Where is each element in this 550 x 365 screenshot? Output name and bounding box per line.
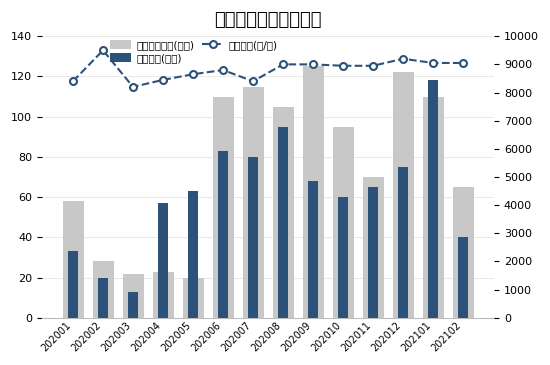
销售价格(元/㎡)	[340, 64, 346, 68]
Bar	[368, 187, 378, 318]
Bar	[128, 292, 138, 318]
销售价格(元/㎡)	[430, 61, 436, 65]
销售价格(元/㎡)	[220, 68, 227, 72]
Bar	[98, 277, 108, 318]
Bar	[218, 151, 228, 318]
销售价格(元/㎡)	[310, 62, 316, 66]
Bar	[183, 277, 204, 318]
Bar	[393, 72, 414, 318]
Bar	[63, 201, 84, 318]
Bar	[243, 87, 263, 318]
Bar	[188, 191, 199, 318]
销售价格(元/㎡)	[370, 64, 376, 68]
Bar	[338, 197, 348, 318]
销售价格(元/㎡)	[280, 62, 287, 66]
销售价格(元/㎡)	[190, 72, 196, 76]
Bar	[453, 187, 474, 318]
Bar	[212, 97, 234, 318]
Bar	[458, 237, 469, 318]
Bar	[362, 177, 383, 318]
销售价格(元/㎡)	[400, 57, 406, 61]
Bar	[308, 181, 318, 318]
Title: 兰州商品住宅量价走势: 兰州商品住宅量价走势	[214, 11, 322, 29]
销售价格(元/㎡)	[130, 85, 136, 89]
Bar	[428, 80, 438, 318]
销售价格(元/㎡)	[100, 48, 106, 53]
销售价格(元/㎡)	[70, 79, 76, 84]
Bar	[422, 97, 444, 318]
Bar	[273, 107, 294, 318]
Bar	[333, 127, 354, 318]
Bar	[398, 167, 408, 318]
销售价格(元/㎡)	[250, 79, 256, 84]
Bar	[68, 251, 78, 318]
Bar	[123, 273, 144, 318]
Bar	[302, 66, 323, 318]
Bar	[158, 203, 168, 318]
Bar	[92, 261, 113, 318]
销售价格(元/㎡)	[160, 78, 166, 82]
Legend: 批准上市面积(万㎡), 销售面积(万㎡), 销售价格(元/㎡): 批准上市面积(万㎡), 销售面积(万㎡), 销售价格(元/㎡)	[106, 36, 282, 67]
销售价格(元/㎡)	[460, 61, 466, 65]
Line: 销售价格(元/㎡): 销售价格(元/㎡)	[69, 47, 466, 91]
Bar	[248, 157, 258, 318]
Bar	[278, 127, 288, 318]
Bar	[152, 272, 174, 318]
